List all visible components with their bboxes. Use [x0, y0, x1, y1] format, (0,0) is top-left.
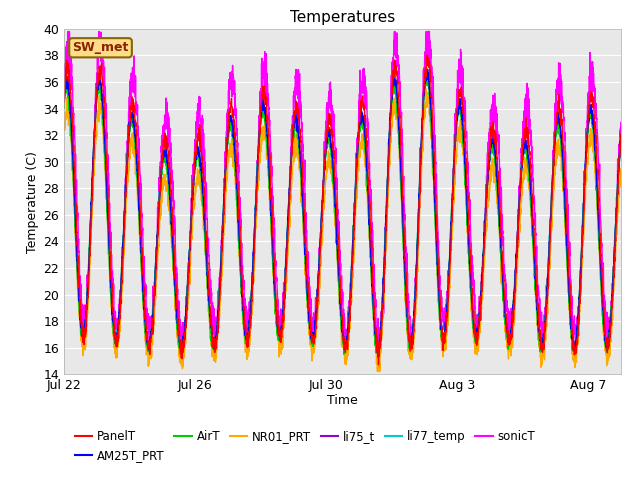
- Y-axis label: Temperature (C): Temperature (C): [26, 151, 39, 252]
- X-axis label: Time: Time: [327, 394, 358, 407]
- Title: Temperatures: Temperatures: [290, 10, 395, 25]
- Legend: PanelT, AM25T_PRT, AirT, NR01_PRT, li75_t, li77_temp, sonicT: PanelT, AM25T_PRT, AirT, NR01_PRT, li75_…: [70, 425, 540, 467]
- Text: SW_met: SW_met: [72, 41, 129, 54]
